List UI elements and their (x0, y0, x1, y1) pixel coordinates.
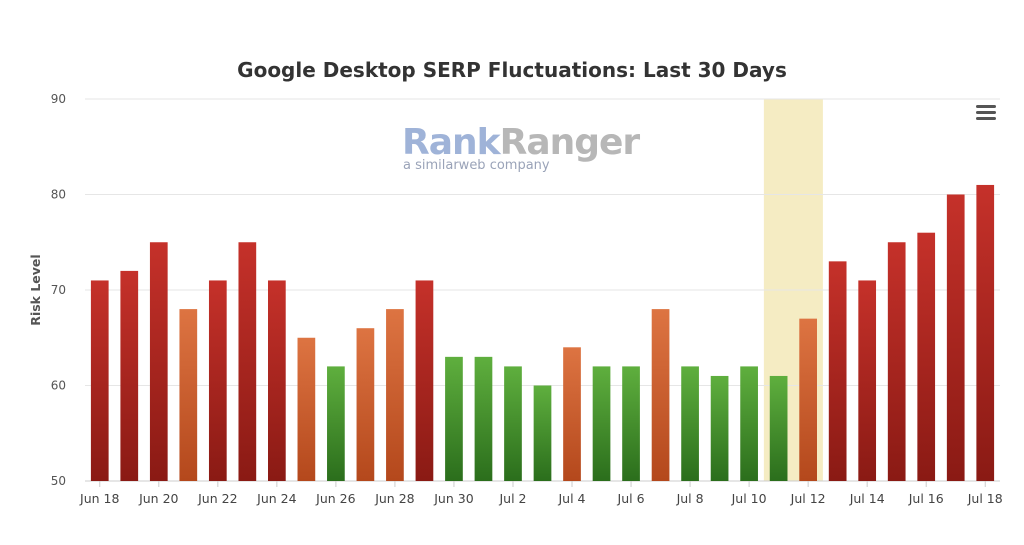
bar-jul-11[interactable] (769, 375, 788, 481)
x-tick-label: Jul 10 (731, 491, 767, 506)
bar-jul-16[interactable] (917, 232, 936, 481)
bar-jul-15[interactable] (887, 242, 906, 481)
bar-jun-30[interactable] (445, 356, 463, 481)
y-tick-label: 70 (51, 283, 66, 297)
x-tick-label: Jun 24 (256, 491, 296, 506)
y-tick-label: 80 (51, 188, 66, 202)
bar-jun-19[interactable] (120, 270, 139, 481)
hamburger-menu-icon[interactable] (975, 104, 997, 122)
chart-title: Google Desktop SERP Fluctuations: Last 3… (237, 58, 787, 82)
x-tick-label: Jul 4 (558, 491, 586, 506)
x-tick-label: Jul 2 (498, 491, 526, 506)
x-tick-label: Jun 30 (433, 491, 473, 506)
bar-jun-27[interactable] (356, 328, 375, 481)
x-tick-label: Jul 18 (967, 491, 1003, 506)
y-axis-label: Risk Level (28, 254, 43, 325)
watermark-logo: RankRanger a similarweb company (402, 122, 641, 173)
bar-jul-12[interactable] (799, 318, 817, 481)
bar-jun-25[interactable] (297, 337, 316, 481)
watermark-ranger: Ranger (500, 122, 641, 163)
bar-jul-5[interactable] (592, 366, 611, 481)
x-tick-label: Jul 16 (908, 491, 944, 506)
watermark-subtitle: a similarweb company (403, 158, 550, 173)
bar-jul-9[interactable] (710, 375, 729, 481)
y-tick-label: 90 (51, 92, 66, 106)
bar-jul-4[interactable] (563, 347, 581, 481)
x-tick-label: Jul 6 (617, 491, 645, 506)
bar-jun-20[interactable] (149, 242, 168, 481)
x-tick-label: Jul 14 (849, 491, 885, 506)
y-tick-label: 50 (51, 474, 66, 488)
bar-jul-7[interactable] (651, 309, 670, 481)
x-tick-label: Jul 8 (676, 491, 704, 506)
bar-jun-28[interactable] (386, 309, 404, 481)
x-tick-label: Jun 22 (197, 491, 237, 506)
bar-jul-3[interactable] (533, 385, 552, 482)
bar-jul-8[interactable] (681, 366, 699, 481)
bar-jun-29[interactable] (415, 280, 434, 481)
bar-jul-6[interactable] (622, 366, 640, 481)
bar-jul-13[interactable] (828, 261, 847, 481)
x-tick-label: Jun 18 (79, 491, 119, 506)
bar-jul-18[interactable] (976, 184, 995, 481)
bar-jun-23[interactable] (238, 242, 257, 481)
bar-jun-24[interactable] (268, 280, 286, 481)
bar-jul-1[interactable] (474, 356, 493, 481)
bar-jul-17[interactable] (946, 194, 965, 482)
y-tick-label: 60 (51, 379, 66, 393)
bar-jun-21[interactable] (179, 309, 198, 481)
svg-text:RankRanger: RankRanger (402, 122, 640, 163)
x-tick-label: Jun 26 (315, 491, 355, 506)
bar-jun-18[interactable] (90, 280, 109, 481)
x-tick-label: Jun 28 (374, 491, 414, 506)
bar-jun-22[interactable] (208, 280, 227, 481)
bar-jun-26[interactable] (327, 366, 345, 481)
bar-jul-2[interactable] (504, 366, 522, 481)
bar-jul-14[interactable] (858, 280, 877, 481)
x-tick-label: Jul 12 (790, 491, 826, 506)
watermark-rank: Rank (402, 122, 502, 163)
bar-jul-10[interactable] (740, 366, 758, 481)
x-tick-label: Jun 20 (138, 491, 178, 506)
